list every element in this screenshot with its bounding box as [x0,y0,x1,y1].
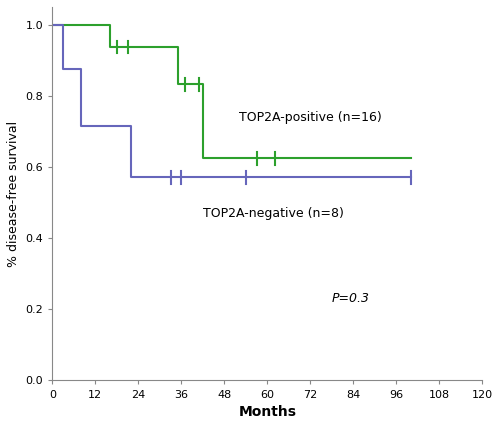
Text: TOP2A-positive (n=16): TOP2A-positive (n=16) [238,111,382,124]
X-axis label: Months: Months [238,405,296,419]
Text: TOP2A-negative (n=8): TOP2A-negative (n=8) [203,207,344,220]
Text: P=0.3: P=0.3 [332,292,370,305]
Y-axis label: % disease-free survival: % disease-free survival [7,121,20,267]
